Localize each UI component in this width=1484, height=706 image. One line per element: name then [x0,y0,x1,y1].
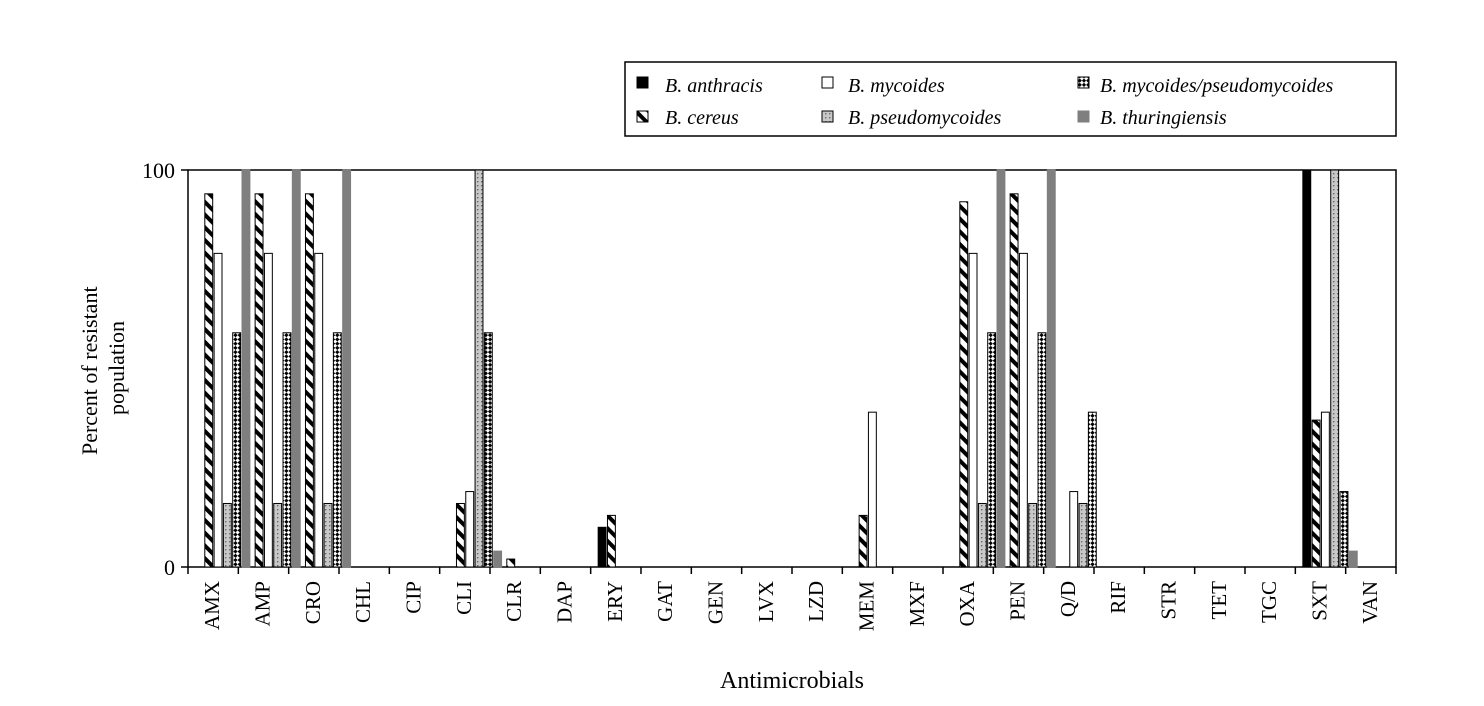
x-tick-label-amx: AMX [200,581,224,630]
bar-cli-series-2 [465,491,475,568]
y-axis: 100 0 Percent of resistant population [77,158,188,580]
y-tick-label-0: 0 [164,555,175,580]
x-tick-label-oxa: OXA [955,580,979,626]
bar-qd-series-2 [1069,491,1079,568]
bar-oxa-series-1 [959,201,969,568]
legend-item-2: B. mycoides [821,75,945,97]
legend-item-3: B. pseudomycoides [821,107,1002,129]
legend-item-1: B. cereus [636,107,739,129]
bar-amp-series-3 [273,502,283,568]
bar-amp-series-4 [282,332,292,568]
x-axis-title: Antimicrobials [720,668,864,694]
bar-sxt-series-4 [1339,491,1349,568]
legend-frame [624,61,1397,137]
bar-sxt-series-1 [1311,419,1321,568]
legend-label-0: B. anthracis [665,75,763,97]
bar-cli-series-3 [474,169,484,568]
legend-label-4: B. mycoides/pseudomycoides [1100,75,1333,97]
x-tick-label-str: STR [1157,581,1181,620]
legend-item-4: B. mycoides/pseudomycoides [1077,75,1333,97]
legend-swatch-3 [821,110,834,123]
bar-sxt-series-3 [1330,169,1340,568]
y-axis-title-line-1: Percent of resistant [77,286,102,455]
bar-ery-series-1 [606,514,616,568]
bar-cro-series-2 [314,252,324,568]
x-tick-label-chl: CHL [351,581,375,623]
bar-cli-series-1 [455,502,465,568]
bar-pen-series-2 [1018,252,1028,568]
bar-amx-series-4 [232,332,242,568]
bar-pen-series-1 [1009,193,1019,568]
legend-item-5: B. thuringiensis [1077,107,1227,129]
bar-cli-series-5 [493,550,503,568]
y-tick-label-100: 100 [142,158,175,183]
y-axis-title-line-2: population [104,321,129,415]
legend-label-2: B. mycoides [848,75,945,97]
x-tick-label-rif: RIF [1106,581,1130,614]
x-tick-label-lvx: LVX [754,581,778,622]
legend-label-3: B. pseudomycoides [848,107,1002,129]
x-axis: AMX AMP CRO CHL CIP CLI CLR DAP ERY GAT GEN LVX LZD M… [187,567,1397,632]
legend-label-1: B. cereus [665,107,739,129]
bar-oxa-series-4 [987,332,997,568]
bar-cro-series-5 [342,169,352,568]
bar-qd-series-3 [1078,502,1088,568]
bar-oxa-series-5 [996,169,1006,568]
x-tick-label-cli: CLI [452,581,476,615]
bar-amx-series-3 [222,502,232,568]
x-tick-label-cro: CRO [301,581,325,624]
bar-mem-series-1 [858,514,868,568]
bar-clr-series-1 [506,558,516,568]
x-tick-label-clr: CLR [502,581,526,622]
legend-label-5: B. thuringiensis [1100,107,1227,129]
y-axis-title: Percent of resistant population [77,281,129,455]
x-tick-label-qd: Q/D [1056,581,1080,617]
x-tick-label-mxf: MXF [905,581,929,627]
legend-swatch-2 [821,76,834,89]
bar-amx-series-5 [241,169,251,568]
bar-sxt-series-0 [1302,169,1312,568]
bar-amp-series-5 [291,169,301,568]
bar-amx-series-1 [204,193,214,568]
bar-oxa-series-3 [977,502,987,568]
x-tick-label-ery: ERY [603,581,627,622]
bars [204,169,1358,568]
legend-swatch-5 [1077,110,1090,123]
x-tick-label-lzd: LZD [804,581,828,622]
x-tick-label-dap: DAP [553,581,577,623]
bar-ery-series-0 [597,526,607,568]
bar-pen-series-4 [1037,332,1047,568]
x-tick-label-sxt: SXT [1308,581,1332,621]
bar-mem-series-2 [867,411,877,568]
x-tick-label-tgc: TGC [1257,581,1281,623]
bar-pen-series-3 [1028,502,1038,568]
legend: B. anthracis B. cereus B. mycoides B. ps… [624,61,1397,137]
x-tick-label-gen: GEN [704,581,728,624]
bar-oxa-series-2 [968,252,978,568]
bar-sxt-series-5 [1348,550,1358,568]
x-tick-label-tet: TET [1207,581,1231,620]
bar-sxt-series-2 [1320,411,1330,568]
bar-amp-series-2 [263,252,273,568]
legend-item-0: B. anthracis [636,75,763,97]
x-tick-label-pen: PEN [1006,581,1030,621]
x-tick-label-amp: AMP [251,581,275,627]
x-tick-label-cip: CIP [402,581,426,614]
legend-swatch-4 [1077,76,1090,89]
x-tick-label-gat: GAT [653,581,677,622]
bar-qd-series-4 [1087,411,1097,568]
x-tick-label-van: VAN [1358,581,1382,624]
bar-pen-series-5 [1046,169,1056,568]
bar-amx-series-2 [213,252,223,568]
legend-swatch-0 [636,76,649,89]
x-tick-label-mem: MEM [855,581,879,632]
bar-cro-series-4 [332,332,342,568]
legend-swatch-1 [636,110,649,123]
bar-cro-series-1 [304,193,314,568]
bar-amp-series-1 [254,193,264,568]
bar-cli-series-4 [483,332,493,568]
plot-frame [187,169,1397,568]
bar-cro-series-3 [323,502,333,568]
